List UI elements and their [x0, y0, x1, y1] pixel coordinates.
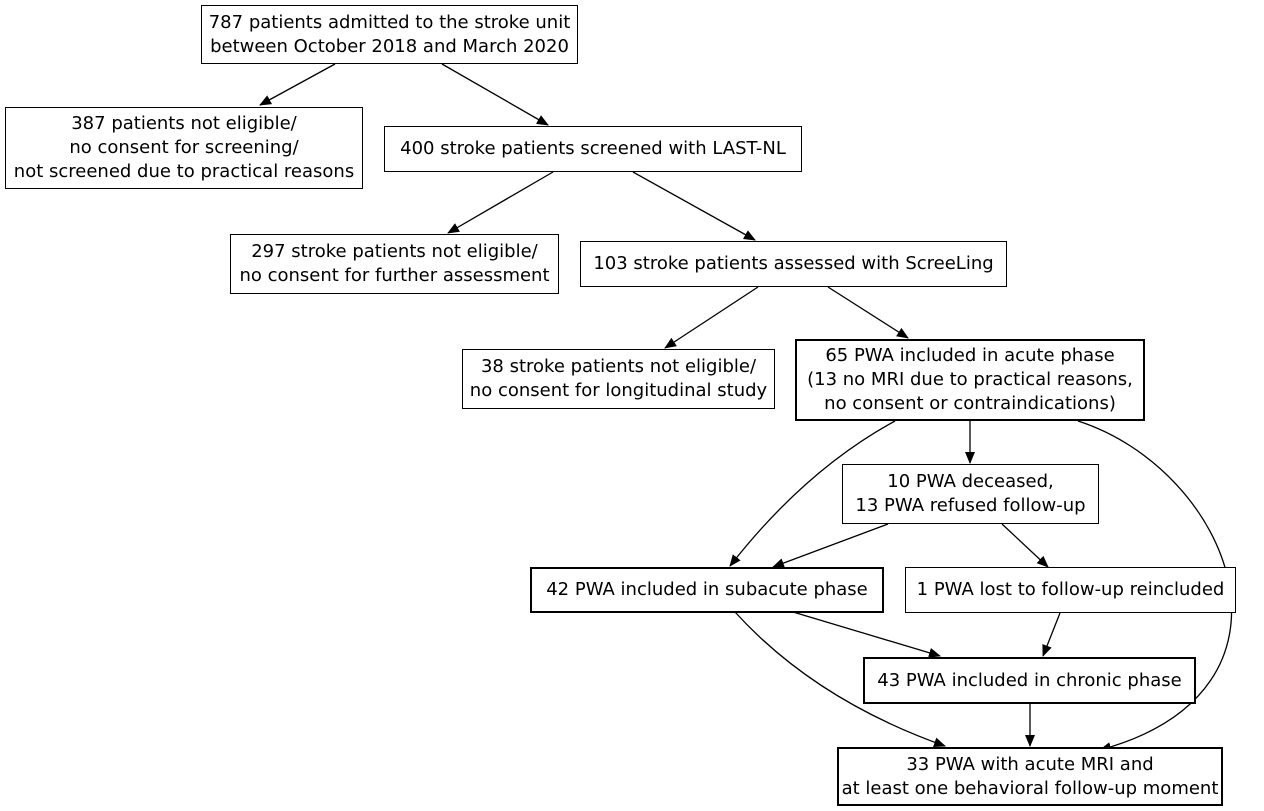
box-assessed: 103 stroke patients assessed with ScreeL… — [580, 241, 1007, 287]
box-not-eligible-assessment: 297 stroke patients not eligible/ no con… — [230, 234, 559, 294]
box-text: 103 stroke patients assessed with ScreeL… — [593, 253, 994, 274]
box-text: 65 PWA included in acute phase — [825, 345, 1115, 366]
arrow-assessed-to-not-eligible — [664, 286, 759, 349]
box-text: 297 stroke patients not eligible/ — [251, 241, 538, 262]
box-text: 42 PWA included in subacute phase — [546, 579, 868, 600]
box-text: no consent for further assessment — [239, 265, 550, 286]
box-text: (13 no MRI due to practical reasons, — [807, 369, 1133, 390]
arrow-subacute-to-final — [734, 611, 946, 748]
box-final: 33 PWA with acute MRI and at least one b… — [837, 747, 1223, 806]
box-deceased-refused: 10 PWA deceased, 13 PWA refused follow-u… — [842, 464, 1099, 524]
arrow-screened-to-assessed — [632, 171, 756, 241]
box-text: no consent for longitudinal study — [469, 380, 768, 401]
box-text: between October 2018 and March 2020 — [210, 35, 569, 57]
box-chronic-phase: 43 PWA included in chronic phase — [863, 657, 1196, 704]
box-text: not screened due to practical reasons — [13, 161, 355, 182]
box-subacute-phase: 42 PWA included in subacute phase — [530, 567, 884, 613]
box-text: no consent or contraindications) — [824, 393, 1116, 414]
box-text: 787 patients admitted to the stroke unit — [208, 11, 571, 33]
arrow-admitted-to-screened — [441, 63, 549, 126]
box-lost-reincluded: 1 PWA lost to follow-up reincluded — [905, 567, 1236, 613]
box-text: 33 PWA with acute MRI and — [906, 753, 1154, 775]
arrow-admitted-to-not-eligible — [259, 63, 336, 106]
arrow-deceased-to-subacute — [772, 523, 889, 568]
box-text: 43 PWA included in chronic phase — [877, 669, 1182, 691]
arrow-acute-to-subacute — [729, 420, 896, 567]
arrow-lost-to-chronic — [1042, 612, 1061, 657]
box-screened: 400 stroke patients screened with LAST-N… — [384, 126, 802, 172]
box-admitted: 787 patients admitted to the stroke unit… — [201, 5, 578, 64]
box-text: at least one behavioral follow-up moment — [841, 777, 1219, 799]
box-text: 10 PWA deceased, — [887, 471, 1054, 492]
box-text: 13 PWA refused follow-up — [855, 495, 1086, 516]
arrow-deceased-to-lost — [1001, 523, 1049, 568]
box-not-eligible-longitudinal: 38 stroke patients not eligible/ no cons… — [462, 349, 775, 409]
box-text: 1 PWA lost to follow-up reincluded — [916, 579, 1225, 600]
box-not-eligible-screening: 387 patients not eligible/ no consent fo… — [5, 107, 363, 189]
arrow-screened-to-not-eligible — [447, 171, 554, 234]
arrow-assessed-to-acute — [827, 286, 909, 339]
arrow-subacute-to-chronic — [792, 611, 941, 658]
box-acute-phase: 65 PWA included in acute phase (13 no MR… — [795, 339, 1145, 421]
box-text: no consent for screening/ — [69, 137, 299, 158]
box-text: 400 stroke patients screened with LAST-N… — [400, 138, 786, 159]
box-text: 38 stroke patients not eligible/ — [480, 356, 757, 377]
box-text: 387 patients not eligible/ — [71, 113, 297, 134]
